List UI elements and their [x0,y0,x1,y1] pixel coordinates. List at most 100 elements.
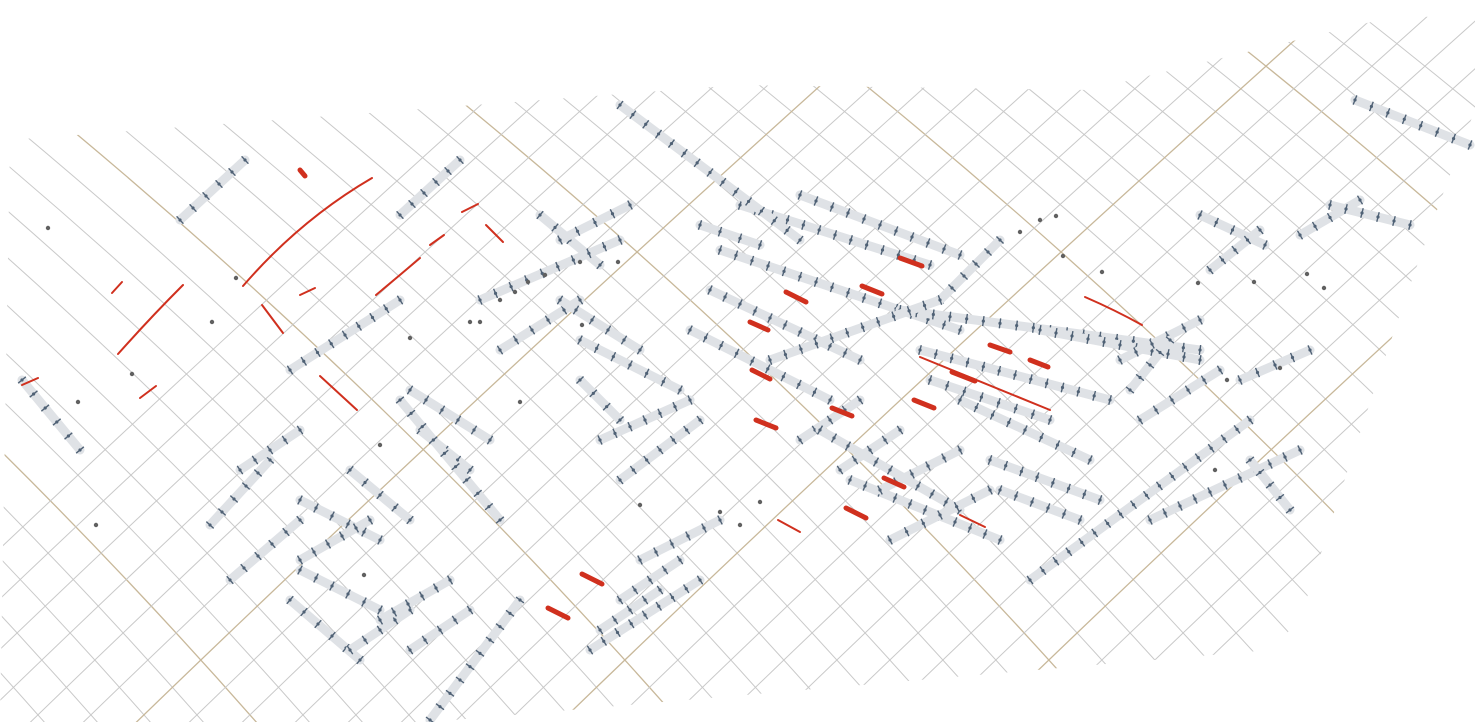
member-node-dot [1386,111,1390,115]
grid-line-a [200,19,962,722]
member-node-dot [645,458,649,462]
member-node-dot [408,648,412,652]
member-node-dot [518,598,522,602]
member-node-dot [574,308,578,312]
grid-line-a [677,19,1439,722]
member-node-dot [598,438,602,442]
member-node-dot [656,132,661,136]
member-node-dot [838,468,842,472]
member-node-dot [783,352,788,357]
member-node-dot [997,369,1001,373]
member-node-dot [362,530,366,534]
member-node-dot [798,193,802,197]
member-node-dot [420,425,424,429]
member-node-dot [378,493,382,497]
member-bar [295,495,385,545]
grid-line-b [700,15,1475,722]
member-node-dot [1051,481,1055,485]
stressed-member-thin [111,281,123,294]
member-node-dot [1118,343,1122,347]
stressed-member-thin [242,177,373,287]
grid-line-a [306,19,1068,722]
grid-line-a [0,19,379,722]
member-node-dot [618,238,622,242]
member-node-dot [1238,378,1242,382]
member-node-dot [1076,390,1080,394]
member-node-dot [508,611,512,615]
stressed-member-thin [21,377,39,386]
member-node-dot [455,458,460,462]
member-node-dot [846,211,850,215]
member-node-dot [256,471,260,475]
grid-line-a [783,19,1475,722]
member-node-dot [798,275,802,279]
member-node-dot [1273,363,1277,367]
grid-line-a [0,19,644,722]
member-bar [375,575,455,625]
node-marker [129,371,135,377]
node-marker [1060,253,1066,259]
member-bar [17,375,85,455]
member-node-dot [1258,228,1262,232]
member-node-dot [628,363,632,367]
member-bar [475,235,625,305]
grid-line-a [0,19,167,722]
stressed-member [911,397,937,411]
member-node-dot [420,594,424,598]
member-node-dot [598,263,602,267]
member-node-dot [268,458,272,462]
member-node-dot [962,274,966,278]
member-node-dot [958,398,962,402]
member-node-dot [695,161,699,165]
member-node-dot [1360,211,1364,215]
node-marker [717,509,723,515]
member-node-dot [910,472,914,476]
member-node-dot [208,523,212,527]
member-node-dot [244,484,248,488]
member-node-dot [1038,328,1042,332]
member-bar [995,485,1085,525]
structural-members [17,95,1475,722]
grid-line-a [41,19,803,722]
grid-line-b [11,15,833,722]
grid-line-b [1230,15,1475,722]
member-node-dot [1080,540,1084,544]
member-node-dot [898,428,902,432]
member-node-dot [797,382,801,387]
member-node-dot [370,315,375,320]
member-node-dot [298,568,302,572]
member-node-dot [442,451,447,455]
member-node-dot [78,448,82,452]
member-node-dot [283,438,287,442]
member-node-dot [587,251,591,255]
grid-line-a [0,19,538,722]
member-node-dot [448,578,452,582]
node-marker [233,275,239,281]
member-node-dot [422,191,426,195]
member-node-dot [922,303,927,308]
member-node-dot [1134,350,1138,354]
member-node-dot [498,348,502,352]
member-node-dot [958,448,962,452]
member-node-dot [738,302,742,306]
member-node-dot [772,219,776,223]
member-node-dot [1062,512,1066,516]
member-bar [1025,415,1255,585]
member-bar [1325,200,1415,230]
member-node-dot [1193,497,1197,501]
member-node-dot [759,209,764,213]
member-node-dot [384,307,388,311]
member-node-dot [858,358,862,362]
stressed-member [897,255,925,269]
member-node-dot [1048,418,1052,422]
member-node-dot [944,500,948,504]
member-node-dot [644,122,648,126]
member-node-dot [782,269,786,273]
member-node-dot [1170,398,1174,402]
grid-line-a [1313,19,1475,722]
grid-line-a [995,19,1475,722]
member-node-dot [588,648,592,652]
member-node-dot [1014,406,1018,411]
grid-line-b [912,15,1475,722]
member-node-dot [628,203,632,207]
